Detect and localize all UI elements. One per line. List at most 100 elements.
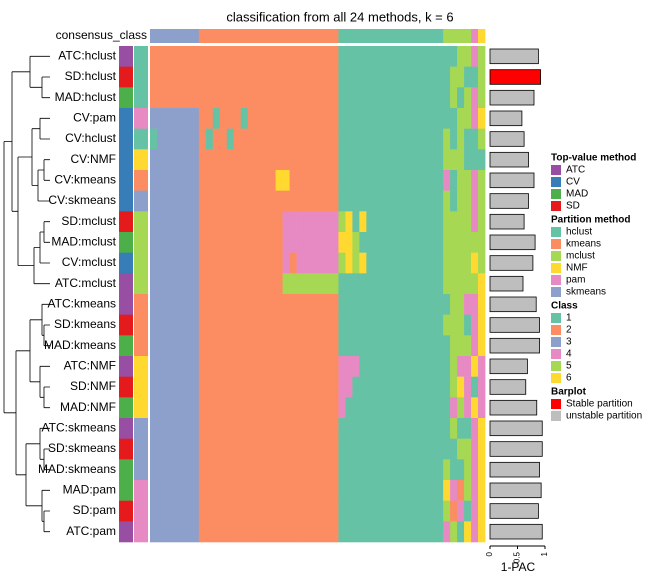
class-cell <box>303 273 311 295</box>
class-cell <box>317 190 325 212</box>
class-cell <box>219 211 228 233</box>
class-cell <box>177 46 186 67</box>
class-cell <box>422 438 430 460</box>
class-cell <box>380 500 388 522</box>
class-cell <box>408 108 416 129</box>
class-cell <box>450 314 458 336</box>
class-cell <box>198 170 207 191</box>
class-cell <box>226 273 235 295</box>
class-cell <box>366 356 374 377</box>
class-cell <box>310 521 318 543</box>
class-cell <box>205 314 214 336</box>
class-cell <box>261 87 270 109</box>
class-cell <box>191 480 200 501</box>
class-cell <box>247 252 256 274</box>
class-cell <box>450 397 458 419</box>
class-cell <box>422 128 430 150</box>
row-label: MAD:hclust <box>55 90 117 104</box>
legend-label: pam <box>566 275 585 286</box>
class-cell <box>296 356 304 377</box>
class-cell <box>184 232 193 253</box>
class-cell <box>247 294 256 315</box>
class-cell <box>212 46 221 67</box>
class-cell <box>198 46 207 67</box>
class-cell <box>352 170 360 191</box>
class-cell <box>429 46 437 67</box>
class-cell <box>422 294 430 315</box>
class-cell <box>219 459 228 481</box>
class-cell <box>205 500 214 522</box>
class-cell <box>422 314 430 336</box>
class-cell <box>352 335 360 357</box>
class-cell <box>254 521 263 543</box>
class-cell <box>303 108 311 129</box>
class-cell <box>226 211 235 233</box>
class-cell <box>422 356 430 377</box>
class-cell <box>184 294 193 315</box>
class-cell <box>184 170 193 191</box>
class-cell <box>150 376 158 398</box>
class-cell <box>387 190 395 212</box>
class-cell <box>380 397 388 419</box>
class-cell <box>331 480 339 501</box>
class-cell <box>170 459 179 481</box>
class-cell <box>450 108 458 129</box>
class-cell <box>212 335 221 357</box>
consensus-cell <box>394 29 402 43</box>
class-cell <box>156 335 165 357</box>
class-cell <box>324 418 332 439</box>
class-cell <box>345 314 353 336</box>
class-cell <box>282 66 290 88</box>
class-cell <box>254 211 263 233</box>
class-cell <box>240 356 249 377</box>
class-cell <box>163 108 172 129</box>
class-cell <box>247 480 256 501</box>
class-cell <box>170 252 179 274</box>
class-cell <box>310 397 318 419</box>
partition-cell <box>134 459 148 481</box>
class-cell <box>254 356 263 377</box>
class-cell <box>415 128 423 150</box>
class-cell <box>352 66 360 88</box>
class-cell <box>212 294 221 315</box>
class-cell <box>415 149 423 171</box>
class-cell <box>261 356 270 377</box>
class-cell <box>177 521 186 543</box>
class-cell <box>415 438 423 460</box>
class-cell <box>429 232 437 253</box>
class-cell <box>394 480 402 501</box>
class-cell <box>401 335 409 357</box>
class-cell <box>352 128 360 150</box>
bar <box>489 69 541 85</box>
consensus-cell <box>205 29 214 43</box>
class-cell <box>191 314 200 336</box>
class-cell <box>317 397 325 419</box>
class-cell <box>317 294 325 315</box>
class-cell <box>268 46 277 67</box>
class-cell <box>317 459 325 481</box>
class-cell <box>352 459 360 481</box>
class-cell <box>170 170 179 191</box>
bar <box>489 193 529 209</box>
class-cell <box>184 356 193 377</box>
class-cell <box>317 108 325 129</box>
class-cell <box>366 170 374 191</box>
class-cell <box>212 521 221 543</box>
class-cell <box>331 252 339 274</box>
class-cell <box>317 500 325 522</box>
class-cell <box>296 128 304 150</box>
class-cell <box>394 273 402 295</box>
class-cell <box>226 480 235 501</box>
class-cell <box>352 108 360 129</box>
class-cell <box>282 438 290 460</box>
legend-label: 6 <box>566 373 572 384</box>
class-cell <box>415 459 423 481</box>
class-cell <box>366 294 374 315</box>
partition-cell <box>134 335 148 357</box>
top-value-cell <box>119 438 133 460</box>
class-cell <box>464 170 472 191</box>
class-cell <box>352 418 360 439</box>
class-cell <box>443 149 451 171</box>
class-cell <box>191 128 200 150</box>
class-cell <box>408 252 416 274</box>
